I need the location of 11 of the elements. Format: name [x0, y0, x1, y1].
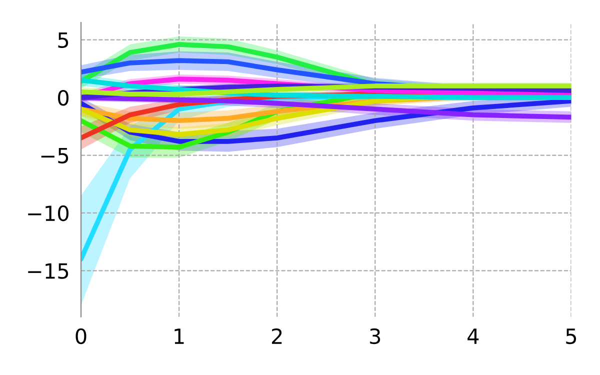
x-tick-label: 4: [468, 328, 479, 344]
x-tick-label: 0: [76, 328, 86, 344]
y-tick-label: 0: [58, 90, 69, 106]
y-tick-label: 5: [58, 32, 68, 48]
x-tick-label: 1: [174, 328, 184, 344]
x-tick-label: 3: [370, 328, 380, 344]
x-tick-label: 5: [566, 328, 576, 344]
y-tick-label: −15: [28, 263, 68, 279]
y-tick-label: −5: [41, 148, 68, 164]
y-tick-label: −10: [28, 205, 69, 222]
x-tick-label: 2: [272, 328, 282, 344]
